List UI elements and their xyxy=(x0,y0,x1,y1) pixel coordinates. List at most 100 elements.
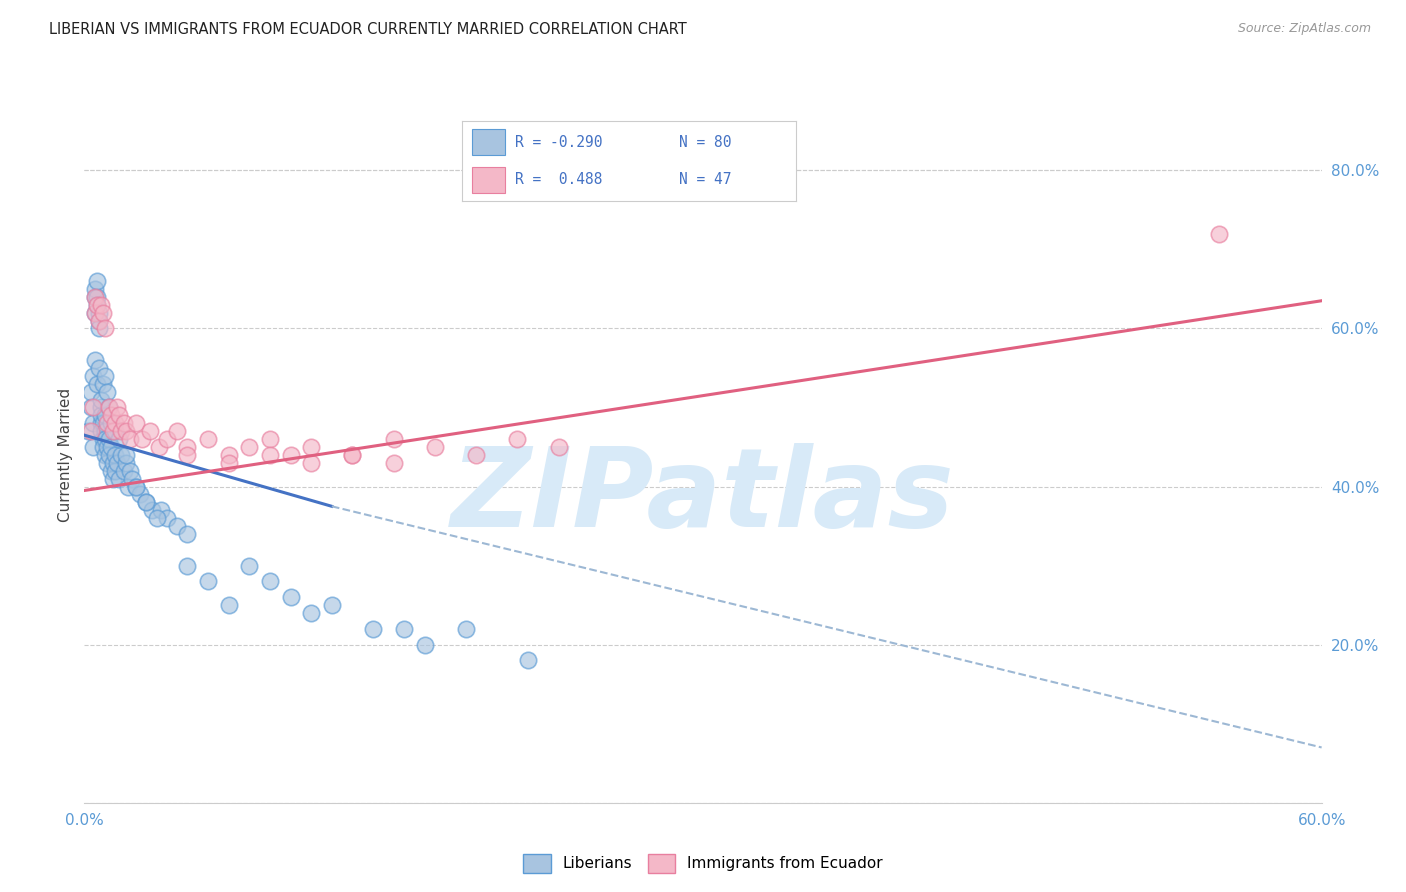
Point xyxy=(87,305,110,319)
Point xyxy=(413,638,436,652)
Point xyxy=(96,456,118,470)
Point xyxy=(83,305,105,319)
Point xyxy=(104,424,127,438)
Point xyxy=(149,503,172,517)
Text: R =  0.488: R = 0.488 xyxy=(515,172,603,187)
Point xyxy=(87,313,110,327)
Point xyxy=(454,622,477,636)
Point xyxy=(114,424,136,438)
Point xyxy=(87,321,110,335)
Point xyxy=(121,472,143,486)
Y-axis label: Currently Married: Currently Married xyxy=(58,388,73,522)
Point xyxy=(91,440,114,454)
Point xyxy=(94,448,117,462)
Point xyxy=(108,472,131,486)
Point xyxy=(342,448,364,462)
Point xyxy=(280,448,302,462)
Point xyxy=(135,495,157,509)
Point xyxy=(145,511,167,525)
Point xyxy=(98,401,121,415)
Point xyxy=(259,432,281,446)
Point xyxy=(79,424,101,438)
Point xyxy=(79,401,101,415)
Point xyxy=(299,440,322,454)
Point xyxy=(218,448,240,462)
Point xyxy=(91,305,114,319)
Text: R = -0.290: R = -0.290 xyxy=(515,135,603,150)
Point xyxy=(176,527,198,541)
Point xyxy=(238,440,260,454)
Text: N = 80: N = 80 xyxy=(679,135,731,150)
Point xyxy=(382,432,405,446)
Point xyxy=(98,448,121,462)
Point xyxy=(321,598,343,612)
Point xyxy=(114,448,136,462)
Point xyxy=(506,432,529,446)
Point xyxy=(90,298,112,312)
Point xyxy=(141,503,163,517)
Point xyxy=(108,432,131,446)
Point xyxy=(112,464,135,478)
Point xyxy=(218,456,240,470)
Point xyxy=(110,424,132,438)
Point xyxy=(83,290,105,304)
Point xyxy=(342,448,364,462)
Point xyxy=(104,464,127,478)
Point xyxy=(90,409,112,423)
Text: LIBERIAN VS IMMIGRANTS FROM ECUADOR CURRENTLY MARRIED CORRELATION CHART: LIBERIAN VS IMMIGRANTS FROM ECUADOR CURR… xyxy=(49,22,688,37)
Point xyxy=(82,417,104,431)
Point xyxy=(105,456,128,470)
Point xyxy=(382,456,405,470)
Point xyxy=(104,448,127,462)
Point xyxy=(98,432,121,446)
Point xyxy=(105,401,128,415)
Point xyxy=(94,424,117,438)
Point xyxy=(86,298,108,312)
Point xyxy=(90,401,112,415)
Point xyxy=(125,417,148,431)
Point xyxy=(82,440,104,454)
Point xyxy=(94,368,117,383)
Point xyxy=(166,424,188,438)
Point xyxy=(103,424,125,438)
Point xyxy=(94,321,117,335)
Point xyxy=(83,353,105,368)
Point xyxy=(86,290,108,304)
Point xyxy=(90,417,112,431)
Point xyxy=(77,424,100,438)
Point xyxy=(259,574,281,589)
Point xyxy=(465,448,488,462)
Point xyxy=(90,424,112,438)
Point xyxy=(91,432,114,446)
Point xyxy=(100,440,122,454)
Point xyxy=(94,409,117,423)
Point xyxy=(125,479,148,493)
Point xyxy=(176,448,198,462)
Point xyxy=(118,464,141,478)
Point xyxy=(280,591,302,605)
Point xyxy=(100,417,122,431)
Point xyxy=(83,305,105,319)
Point xyxy=(176,440,198,454)
Point xyxy=(259,448,281,462)
Point xyxy=(108,409,131,423)
Point xyxy=(103,472,125,486)
Point xyxy=(83,282,105,296)
Point xyxy=(392,622,415,636)
Point xyxy=(118,432,141,446)
Point xyxy=(87,313,110,327)
Point xyxy=(176,558,198,573)
Point xyxy=(83,290,105,304)
Point xyxy=(79,384,101,399)
Point xyxy=(423,440,446,454)
Point xyxy=(299,606,322,620)
Point xyxy=(547,440,569,454)
Point xyxy=(1208,227,1230,241)
Point xyxy=(98,401,121,415)
Point xyxy=(125,479,148,493)
Point xyxy=(218,598,240,612)
Text: Source: ZipAtlas.com: Source: ZipAtlas.com xyxy=(1237,22,1371,36)
Bar xyxy=(472,167,505,193)
Point xyxy=(197,574,219,589)
Point xyxy=(131,432,153,446)
